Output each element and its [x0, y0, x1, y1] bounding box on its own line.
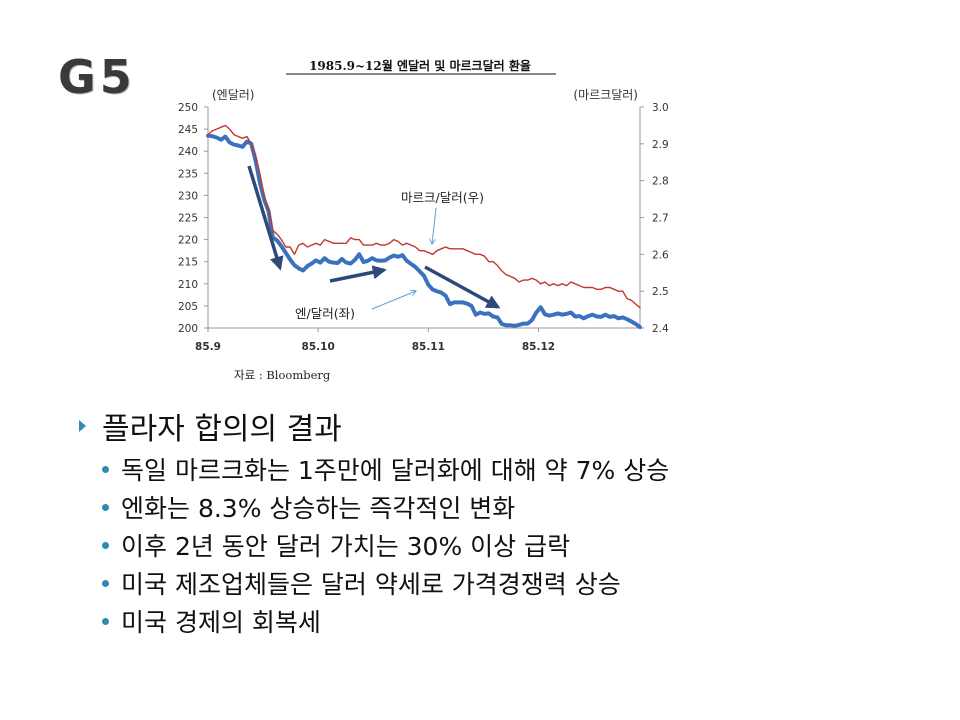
left-tick-label: 200	[178, 323, 198, 335]
annotation-leader-mark	[432, 207, 437, 244]
bullet-dot-icon	[102, 541, 109, 549]
bullet-heading-row: 플라자 합의의 결과	[76, 402, 936, 450]
annotation-label-mark: 마르크/달러(우)	[401, 190, 484, 205]
right-tick-label: 2.5	[652, 286, 669, 298]
right-tick-label: 2.7	[652, 213, 669, 225]
x-tick-label: 85.11	[412, 341, 445, 353]
left-tick-label: 245	[178, 124, 198, 136]
bullet-item: 미국 제조업체들은 달러 약세로 가격경쟁력 상승	[76, 564, 936, 602]
trend-arrow	[329, 265, 387, 283]
left-tick-label: 225	[178, 213, 198, 225]
left-axis-label: (엔달러)	[212, 88, 254, 102]
left-tick-label: 235	[178, 168, 198, 180]
right-tick-label: 2.4	[652, 323, 669, 335]
bullet-dot-icon	[102, 579, 109, 587]
left-tick-label: 240	[178, 146, 198, 158]
right-tick-label: 2.6	[652, 249, 669, 261]
mark-dollar-line	[207, 124, 641, 309]
exchange-rate-chart: 1985.9~12월 엔달러 및 마르크달러 환율 (엔달러) (마르크달러) 200…	[160, 48, 680, 388]
bullet-dot-icon	[102, 503, 109, 511]
right-axis-label: (마르크달러)	[573, 88, 638, 102]
annotation-label-yen: 엔/달러(좌)	[295, 306, 355, 321]
bullet-dot-icon	[102, 465, 109, 473]
left-tick-label: 215	[178, 257, 198, 269]
bullet-item-text: 이후 2년 동안 달러 가치는 30% 이상 급락	[121, 532, 571, 561]
right-tick-label: 2.9	[652, 139, 669, 151]
yen-dollar-line	[206, 133, 642, 330]
left-tick-label: 220	[178, 235, 198, 247]
x-tick-label: 85.9	[195, 341, 221, 353]
right-tick-label: 3.0	[652, 102, 669, 114]
chart-svg: 1985.9~12월 엔달러 및 마르크달러 환율 (엔달러) (마르크달러) 200…	[178, 58, 669, 382]
left-tick-label: 250	[178, 102, 198, 114]
trend-arrow	[424, 265, 501, 309]
chart-title: 1985.9~12월 엔달러 및 마르크달러 환율	[309, 58, 531, 73]
bullet-heading: 플라자 합의의 결과	[102, 412, 342, 447]
bullet-dot-icon	[102, 617, 109, 625]
bullet-item-text: 엔화는 8.3% 상승하는 즉각적인 변화	[121, 494, 516, 523]
bullet-item: 독일 마르크화는 1주만에 달러화에 대해 약 7% 상승	[76, 450, 936, 488]
left-tick-label: 205	[178, 301, 198, 313]
x-tick-label: 85.12	[522, 341, 555, 353]
bullet-item: 이후 2년 동안 달러 가치는 30% 이상 급락	[76, 526, 936, 564]
bullet-arrow-icon	[79, 420, 86, 432]
bullet-item-text: 독일 마르크화는 1주만에 달러화에 대해 약 7% 상승	[121, 456, 670, 485]
bullet-item-text: 미국 제조업체들은 달러 약세로 가격경쟁력 상승	[121, 570, 621, 599]
bullet-list: 플라자 합의의 결과 독일 마르크화는 1주만에 달러화에 대해 약 7% 상승…	[76, 402, 936, 640]
x-tick-label: 85.10	[302, 341, 335, 353]
chart-source: 자료 : Bloomberg	[234, 368, 331, 382]
slide-title: G5	[58, 50, 136, 104]
left-tick-label: 230	[178, 190, 198, 202]
right-tick-label: 2.8	[652, 176, 669, 188]
bullet-item-text: 미국 경제의 회복세	[121, 608, 321, 637]
bullet-item: 미국 경제의 회복세	[76, 602, 936, 640]
left-tick-label: 210	[178, 279, 198, 291]
trend-arrow	[247, 165, 284, 271]
annotation-leader-yen	[371, 291, 416, 310]
bullet-item: 엔화는 8.3% 상승하는 즉각적인 변화	[76, 488, 936, 526]
